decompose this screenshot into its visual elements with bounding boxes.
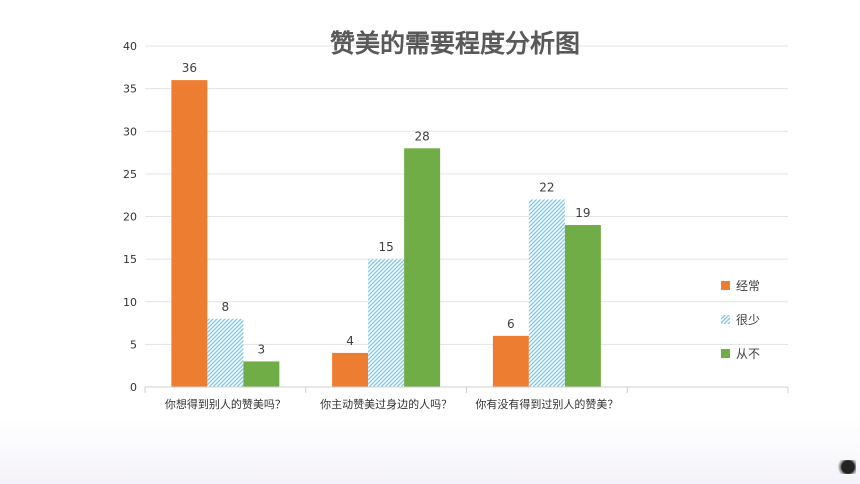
data-label: 36 xyxy=(182,61,197,75)
x-category-label: 你想得到别人的赞美吗？ xyxy=(165,397,286,411)
legend-swatch xyxy=(721,281,730,290)
legend-swatch xyxy=(721,349,730,358)
y-tick-label: 40 xyxy=(123,40,137,53)
bar xyxy=(492,335,529,387)
bar xyxy=(171,80,208,387)
y-tick-label: 0 xyxy=(130,381,137,394)
legend-label: 经常 xyxy=(736,279,760,293)
bar xyxy=(368,259,405,387)
y-tick-label: 5 xyxy=(130,338,137,351)
data-label: 3 xyxy=(258,342,266,356)
bar xyxy=(404,148,441,387)
chart-title: 赞美的需要程度分析图 xyxy=(329,29,580,58)
y-tick-label: 10 xyxy=(123,296,137,309)
legend-label: 很少 xyxy=(736,313,760,327)
data-label: 22 xyxy=(539,180,554,194)
data-label: 8 xyxy=(222,300,230,314)
legend-label: 从不 xyxy=(736,347,760,361)
gridlines xyxy=(145,45,788,345)
data-label: 19 xyxy=(575,206,590,220)
data-label: 28 xyxy=(414,129,429,143)
bars xyxy=(171,80,601,387)
data-labels: 36 4 6 8 15 22 3 28 19 xyxy=(182,61,591,356)
data-label: 15 xyxy=(378,240,393,254)
y-tick-label: 25 xyxy=(123,168,137,181)
bottom-fade xyxy=(0,420,860,484)
y-tick-label: 35 xyxy=(123,83,137,96)
bar xyxy=(243,361,280,387)
bar xyxy=(207,318,244,387)
y-tick-label: 20 xyxy=(123,211,137,224)
bar xyxy=(564,225,601,387)
axes: 0 5 10 15 20 25 30 35 40 你想得到别人的赞美吗？ 你主动赞美过身边的人吗？ 你… xyxy=(123,40,789,411)
x-category-label: 你有没有得到过别人的赞美？ xyxy=(475,397,618,411)
legend-swatch xyxy=(721,315,730,324)
y-tick-label: 30 xyxy=(123,125,137,138)
data-label: 4 xyxy=(346,334,354,348)
bar xyxy=(528,199,565,387)
y-tick-label: 15 xyxy=(123,253,137,266)
x-category-label: 你主动赞美过身边的人吗？ xyxy=(320,397,452,411)
data-label: 6 xyxy=(507,317,515,331)
cursor-icon xyxy=(836,460,856,474)
bar xyxy=(332,352,369,387)
